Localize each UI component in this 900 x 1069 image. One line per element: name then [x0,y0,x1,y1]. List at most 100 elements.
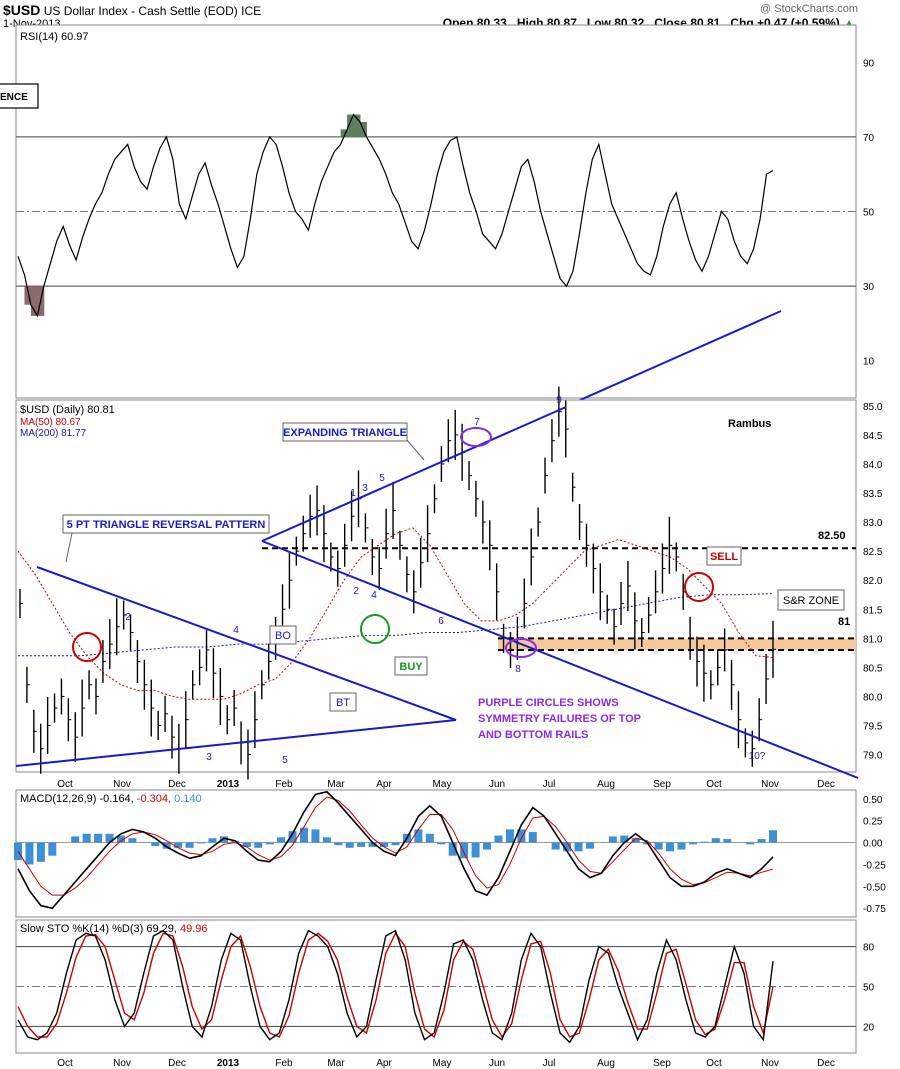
x-tick-2013: 2013 [217,1058,240,1069]
x-tick-aug: Aug [597,1058,615,1069]
pattern-point-4: 4 [233,625,239,636]
buy-circle [360,614,390,644]
sto-y-tick-1: 50 [863,983,875,994]
macd-hist-bar [334,842,343,846]
rsi-panel: 90 70 50 30 10 RSI(14) 60.97 ENCE [0,24,875,542]
x-tick-nov: Nov [761,1058,779,1069]
ma200-legend: MA(200) 81.77 [20,428,87,439]
sr-zone-label-box [777,589,845,611]
pattern-point-2: 2 [125,612,131,623]
macd-hist-bar [299,827,308,843]
x-tick-nov: Nov [113,779,131,790]
price-y-tick-1: 84.5 [863,431,883,442]
price-y-tick-12: 79.0 [863,751,883,762]
x-tick-feb: Feb [275,779,293,790]
expanding-triangle-bottom-rail [261,540,859,779]
rsi-y-tick-3: 30 [863,282,875,293]
rsi-line [17,113,774,318]
macd-hist-bar [551,842,560,850]
macd-hist-bar [288,831,297,843]
pattern-point-3: 3 [206,752,212,763]
macd-hist-bar [700,841,709,843]
x-tick-jul: Jul [543,1058,556,1069]
sto-k-line [17,929,774,1044]
macd-legend: MACD(12,26,9) -0.164, -0.304, 0.140 [20,793,202,805]
price-frame [15,399,857,773]
macd-hist-bar [105,833,114,843]
level-8250-label: 82.50 [818,530,846,542]
five-pt-triangle-pointer [65,532,73,563]
buy-label: BUY [399,661,423,673]
expanding-triangle-pointer [406,439,425,461]
macd-hist-bar [677,842,686,850]
x-tick-aug: Aug [597,779,615,790]
macd-hist-bar [174,842,183,848]
x-tick-oct: Oct [706,779,722,790]
macd-hist-bar [517,829,526,843]
macd-hist-bar [494,835,503,843]
price-y-tick-11: 79.5 [863,722,883,733]
sr-zone-label: S&R ZONE [783,595,839,607]
macd-hist-bar [448,842,457,856]
x-tick-jul: Jul [543,779,556,790]
pattern-point-5: 5 [282,755,288,766]
x-tick-sep: Sep [653,1058,671,1069]
macd-hist-bar [414,829,423,843]
rsi-legend: RSI(14) 60.97 [20,31,88,43]
macd-hist-bar [425,833,434,843]
x-tick-apr: Apr [376,1058,392,1069]
pattern-point-9: 9 [556,395,562,406]
macd-hist-bar [311,829,320,843]
pattern-point-6: 6 [438,616,444,627]
rsi-y-tick-4: 10 [863,357,875,368]
x-tick-oct: Oct [57,779,73,790]
macd-hist-bar [151,842,160,847]
x-tick-feb: Feb [275,1058,293,1069]
macd-line [17,790,774,910]
macd-panel: 0.50 0.25 0.00 -0.25 -0.50 -0.75 MACD(12,26,9)… [14,789,886,918]
purple-note-line-3: AND BOTTOM RAILS [478,729,588,741]
bt-label-box [329,692,357,712]
x-tick-oct: Oct [706,1058,722,1069]
change-up-arrow-icon: ▲ [843,16,855,30]
macd-hist-bar [620,835,629,843]
price-y-tick-7: 81.5 [863,605,883,616]
pattern-point-3: 3 [362,483,368,494]
macd-hist-bar [769,830,777,843]
exchange: ICE [241,4,262,18]
chart-header-title: $USD US Dollar Index - Cash Settle (EOD)… [3,2,261,18]
x-tick-2013: 2013 [217,779,240,790]
x-tick-dec: Dec [168,779,186,790]
x-tick-jun: Jun [489,779,505,790]
macd-hist-bar [254,842,263,848]
pattern-point-10?: 10? [749,751,766,762]
five-pt-triangle-label: 5 PT TRIANGLE REVERSAL PATTERN [67,519,266,531]
x-tick-mar: Mar [327,779,345,790]
macd-y-tick-3: -0.25 [863,860,886,871]
price-y-tick-6: 82.0 [863,576,883,587]
macd-hist-bar [197,842,206,844]
rsi-overbought-fill [340,129,348,137]
macd-hist-bar [162,842,171,849]
ma50-line [17,527,774,700]
macd-hist-bar [345,842,354,848]
pattern-point-1: 1 [350,488,356,499]
rsi-y-tick-2: 50 [863,208,875,219]
price-y-tick-5: 82.5 [863,547,883,558]
macd-hist-bar [688,842,697,845]
purple-note-line-1: PURPLE CIRCLES SHOWS [478,697,619,709]
level-81-label: 81 [838,616,850,628]
bo-label: BO [275,630,291,642]
sell-label: SELL [710,551,738,563]
purple-circle-top [460,427,492,447]
macd-y-tick-0: 0.50 [863,795,883,806]
macd-hist-bar [219,836,228,843]
five-pt-triangle-bottom-rail [15,719,457,767]
rsi-oversold-fill [24,286,32,305]
sell-label-box [706,546,742,566]
macd-hist-bar [242,842,251,847]
macd-hist-bar [208,838,217,843]
macd-hist-bar [471,842,480,858]
five-pt-triangle-top-rail [36,566,457,721]
